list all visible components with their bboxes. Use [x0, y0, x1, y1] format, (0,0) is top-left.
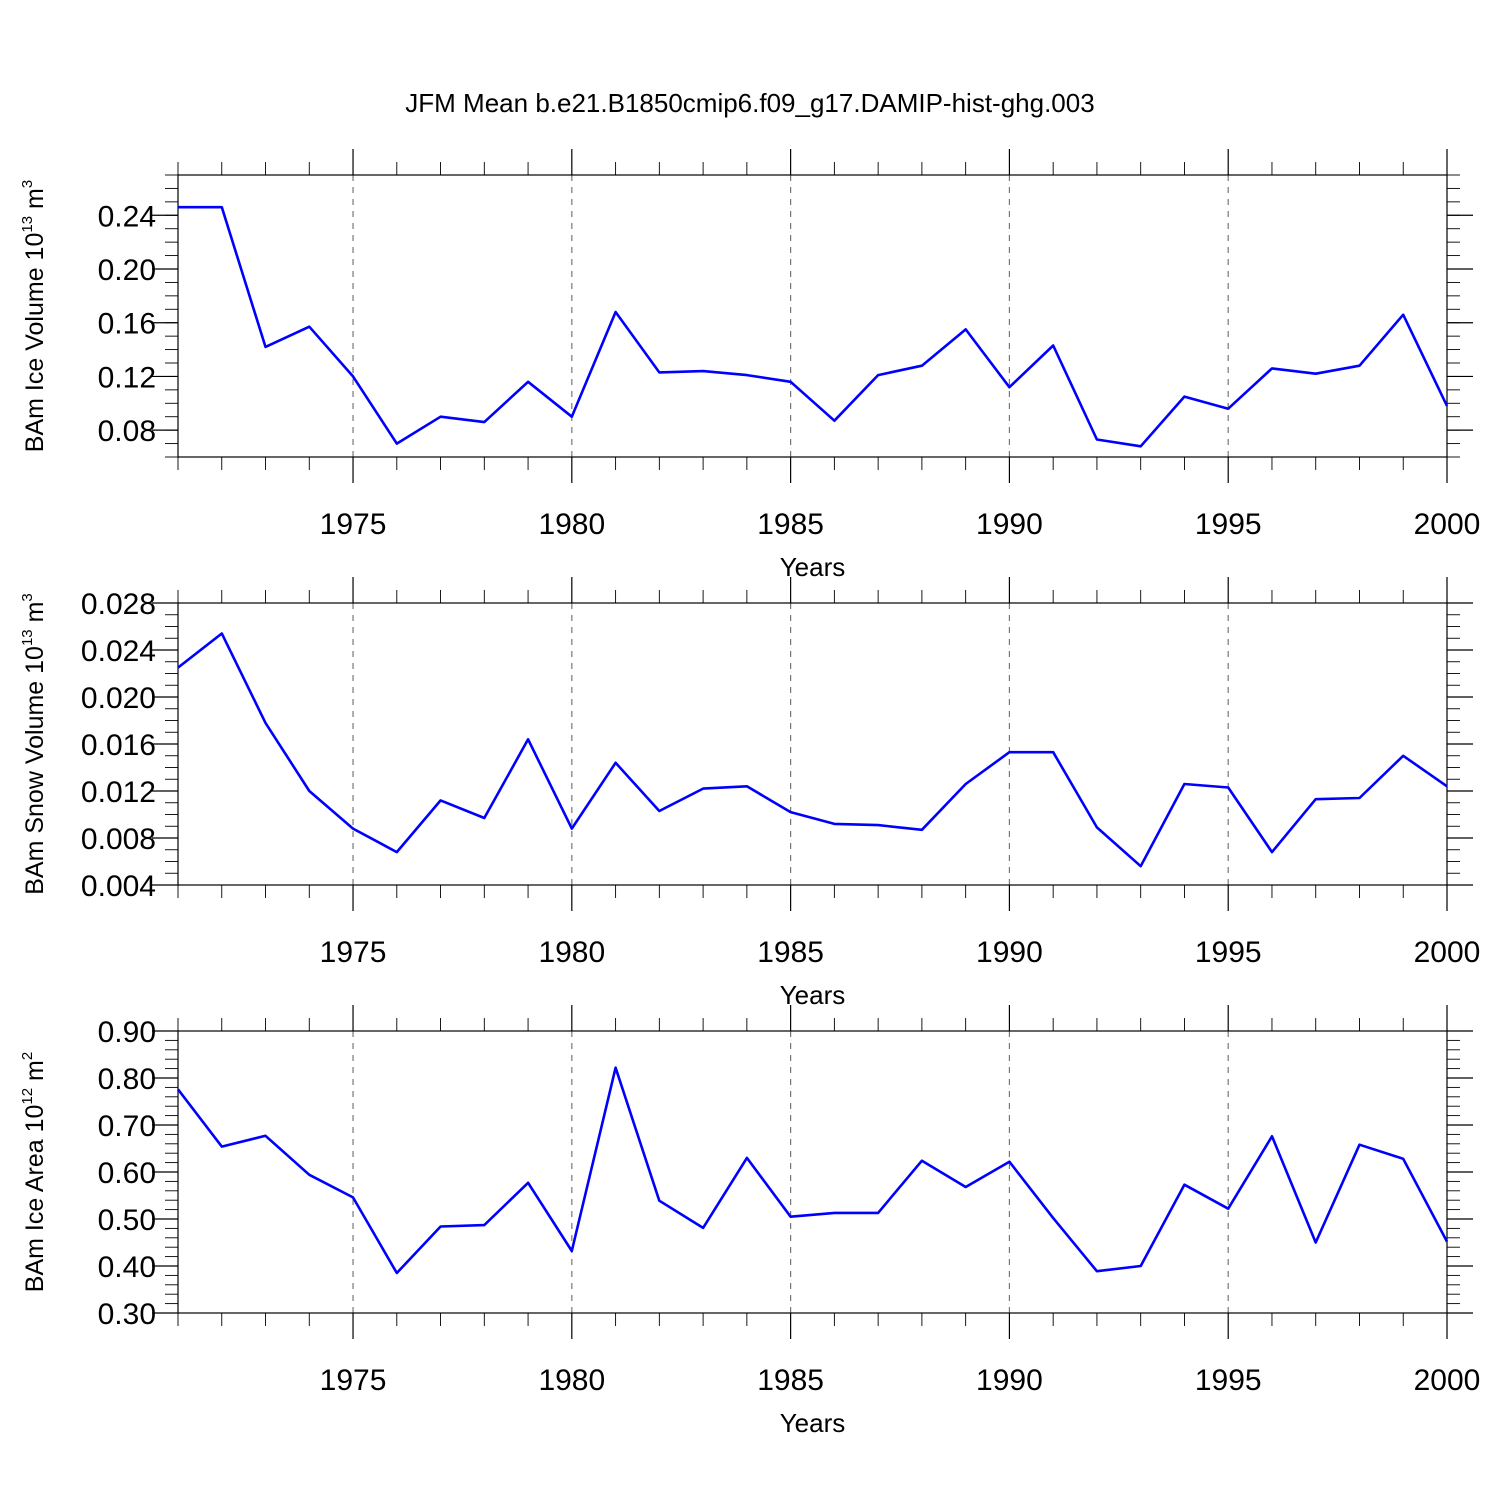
y-tick-label: 0.004 — [81, 870, 156, 903]
x-axis-label: Years — [780, 980, 846, 1010]
x-tick-label: 1985 — [757, 1364, 824, 1397]
y-axis-label: BAm Ice Area 1012 m2 — [19, 1052, 49, 1292]
y-tick-label: 0.90 — [98, 1016, 156, 1049]
figure-title: JFM Mean b.e21.B1850cmip6.f09_g17.DAMIP-… — [405, 88, 1094, 118]
y-tick-label: 0.08 — [98, 415, 156, 448]
x-tick-label: 2000 — [1414, 936, 1481, 969]
y-tick-label: 0.020 — [81, 682, 156, 715]
x-tick-label: 1990 — [976, 936, 1043, 969]
x-tick-label: 1975 — [320, 1364, 387, 1397]
x-tick-label: 1990 — [976, 1364, 1043, 1397]
plot-frame — [177, 1030, 1448, 1314]
y-tick-label: 0.008 — [81, 823, 156, 856]
y-tick-label: 0.20 — [98, 254, 156, 287]
series-line — [178, 205, 1449, 448]
x-tick-label: 1985 — [757, 508, 824, 541]
chart-panel-1: 0.08 0.12 0.16 0.20 0.24 1975 1980 1985 1990 1995… — [19, 149, 1480, 582]
y-tick-label: 0.80 — [98, 1063, 156, 1096]
y-tick-label: 0.012 — [81, 776, 156, 809]
x-tick-label: 1995 — [1195, 1364, 1262, 1397]
x-tick-label: 2000 — [1414, 1364, 1481, 1397]
y-tick-label: 0.024 — [81, 635, 156, 668]
x-tick-label: 1980 — [538, 936, 605, 969]
x-tick-label: 1985 — [757, 936, 824, 969]
x-tick-label: 1990 — [976, 508, 1043, 541]
y-tick-label: 0.30 — [98, 1298, 156, 1331]
chart-panel-2: 0.004 0.008 0.012 0.016 0.020 0.024 0.028 1975 1… — [19, 577, 1480, 1010]
y-tick-label: 0.028 — [81, 588, 156, 621]
panels: 0.08 0.12 0.16 0.20 0.24 1975 1980 1985 1990 1995… — [19, 149, 1480, 1438]
y-axis-label: BAm Snow Volume 1013 m3 — [19, 593, 49, 895]
plot-frame — [177, 602, 1448, 886]
x-tick-label: 2000 — [1414, 508, 1481, 541]
x-axis-label: Years — [780, 1408, 846, 1438]
x-tick-label: 1975 — [320, 936, 387, 969]
y-tick-label: 0.12 — [98, 361, 156, 394]
chart-panel-3: 0.30 0.40 0.50 0.60 0.70 0.80 0.90 1975 1980 1985… — [19, 1005, 1480, 1438]
x-tick-label: 1995 — [1195, 508, 1262, 541]
y-tick-label: 0.40 — [98, 1251, 156, 1284]
y-axis-label: BAm Ice Volume 1013 m3 — [19, 180, 49, 452]
x-tick-label: 1980 — [538, 508, 605, 541]
y-tick-label: 0.24 — [98, 200, 156, 233]
x-tick-label: 1980 — [538, 1364, 605, 1397]
series-line — [176, 1066, 1449, 1275]
y-tick-label: 0.60 — [98, 1157, 156, 1190]
y-tick-label: 0.50 — [98, 1204, 156, 1237]
plot-frame — [177, 174, 1448, 458]
y-tick-label: 0.016 — [81, 729, 156, 762]
x-tick-label: 1975 — [320, 508, 387, 541]
series-line — [177, 632, 1448, 868]
x-axis-label: Years — [780, 552, 846, 582]
y-tick-label: 0.16 — [98, 308, 156, 341]
x-tick-label: 1995 — [1195, 936, 1262, 969]
y-tick-label: 0.70 — [98, 1110, 156, 1143]
